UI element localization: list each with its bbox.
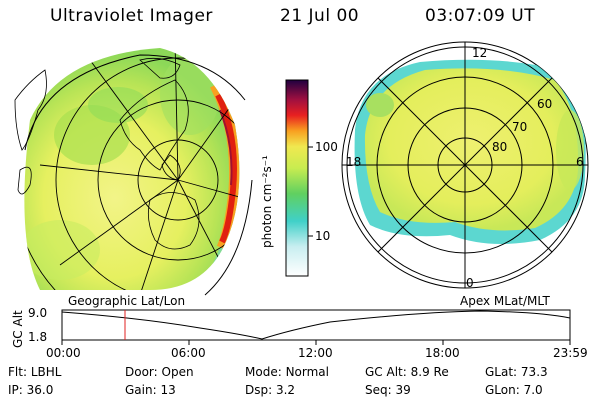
mlat-label-80: 80 bbox=[492, 140, 508, 154]
time-tick-1200: 12:00 bbox=[298, 346, 333, 360]
time-label: 03:07:09 UT bbox=[425, 6, 536, 26]
time-tick-0000: 00:00 bbox=[46, 346, 81, 360]
colorbar-tick-100: 100 bbox=[315, 140, 338, 154]
altitude-ytick-max: 9.0 bbox=[28, 306, 48, 320]
apex-caption: Apex MLat/MLT bbox=[460, 294, 550, 308]
mlat-label-70: 70 bbox=[512, 120, 528, 134]
info-mode: Mode: Normal bbox=[245, 365, 329, 379]
mlt-label-12: 12 bbox=[472, 46, 488, 60]
colorbar-label: photon cm⁻²s⁻¹ bbox=[260, 155, 274, 248]
mlt-label-18: 18 bbox=[346, 155, 362, 169]
info-seq: Seq: 39 bbox=[365, 383, 411, 397]
apex-image bbox=[341, 41, 589, 289]
time-tick-1800: 18:00 bbox=[425, 346, 460, 360]
mlt-label-6: 6 bbox=[576, 155, 584, 169]
altitude-plot bbox=[61, 309, 571, 345]
info-ip: IP: 36.0 bbox=[8, 383, 54, 397]
info-door: Door: Open bbox=[125, 365, 194, 379]
colorbar bbox=[285, 79, 309, 277]
altitude-ytick-min: 1.8 bbox=[28, 330, 48, 344]
info-dsp: Dsp: 3.2 bbox=[245, 383, 296, 397]
info-glon: GLon: 7.0 bbox=[485, 383, 543, 397]
info-gain: Gain: 13 bbox=[125, 383, 176, 397]
mlt-label-0: 0 bbox=[466, 276, 474, 290]
mlat-label-60: 60 bbox=[537, 97, 553, 111]
time-tick-2359: 23:59 bbox=[553, 346, 588, 360]
colorbar-tick-10: 10 bbox=[315, 229, 331, 243]
instrument-title: Ultraviolet Imager bbox=[50, 6, 213, 26]
altitude-ylabel: GC Alt bbox=[11, 310, 25, 348]
time-tick-0600: 06:00 bbox=[171, 346, 206, 360]
info-gc-alt: GC Alt: 8.9 Re bbox=[365, 365, 449, 379]
geographic-caption: Geographic Lat/Lon bbox=[68, 294, 186, 308]
info-flt: Flt: LBHL bbox=[8, 365, 62, 379]
date-label: 21 Jul 00 bbox=[280, 6, 360, 26]
info-glat: GLat: 73.3 bbox=[485, 365, 548, 379]
